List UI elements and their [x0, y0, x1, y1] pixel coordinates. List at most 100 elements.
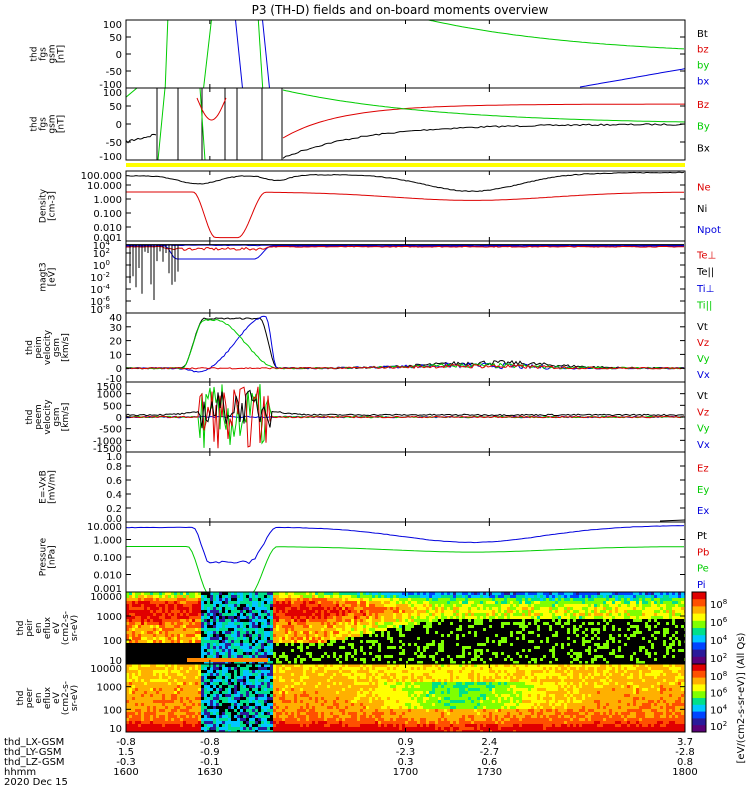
heat-cell — [573, 634, 576, 637]
heat-cell — [243, 649, 246, 652]
heat-cell — [138, 694, 141, 697]
heat-cell — [144, 643, 147, 646]
heat-cell — [477, 625, 480, 628]
heat-cell — [360, 658, 363, 661]
heat-cell — [513, 652, 516, 655]
heat-cell — [570, 613, 573, 616]
heat-cell — [663, 661, 666, 664]
heat-cell — [546, 631, 549, 634]
heat-cell — [252, 661, 255, 664]
heat-cell — [573, 646, 576, 649]
heat-cell — [231, 601, 234, 604]
y-axis-label: thd — [30, 47, 40, 62]
heat-cell — [333, 595, 336, 598]
heat-cell — [600, 616, 603, 619]
heat-cell — [234, 610, 237, 613]
heat-cell — [627, 595, 630, 598]
heat-cell — [519, 610, 522, 613]
y-tick-label: 1500 — [97, 382, 122, 393]
heat-cell — [507, 655, 510, 658]
heat-cell — [303, 613, 306, 616]
heat-cell — [282, 607, 285, 610]
heat-cell — [279, 619, 282, 622]
heat-cell — [300, 643, 303, 646]
heat-cell — [432, 643, 435, 646]
heat-cell — [132, 604, 135, 607]
heat-cell — [507, 661, 510, 664]
heat-cell — [558, 649, 561, 652]
heat-cell — [309, 616, 312, 619]
heat-cell — [138, 727, 141, 730]
heat-cell — [594, 631, 597, 634]
heat-cell — [666, 595, 669, 598]
heat-cell — [225, 598, 228, 601]
heat-cell — [552, 643, 555, 646]
heat-cell — [678, 598, 681, 601]
heat-cell — [126, 673, 129, 676]
heat-cell — [336, 652, 339, 655]
heat-cell — [132, 709, 135, 712]
heat-cell — [297, 634, 300, 637]
heat-cell — [231, 643, 234, 646]
heat-cell — [525, 655, 528, 658]
heat-cell — [603, 649, 606, 652]
heat-cell — [546, 655, 549, 658]
heat-cell — [144, 616, 147, 619]
heat-cell — [549, 652, 552, 655]
heat-cell — [453, 649, 456, 652]
heat-cell — [183, 604, 186, 607]
heat-cell — [312, 592, 315, 595]
heat-cell — [546, 649, 549, 652]
heat-cell — [300, 604, 303, 607]
heat-cell — [492, 604, 495, 607]
heat-cell — [507, 649, 510, 652]
heat-cell — [327, 634, 330, 637]
heat-cell — [516, 625, 519, 628]
heat-cell — [435, 607, 438, 610]
heat-cell — [261, 631, 264, 634]
heat-cell — [393, 607, 396, 610]
heat-cell — [156, 646, 159, 649]
heat-cell — [288, 637, 291, 640]
heat-cell — [513, 640, 516, 643]
heat-cell — [285, 652, 288, 655]
heat-cell — [303, 634, 306, 637]
heat-cell — [267, 610, 270, 613]
heat-cell — [492, 637, 495, 640]
heat-cell — [318, 622, 321, 625]
heat-cell — [174, 598, 177, 601]
heat-cell — [243, 655, 246, 658]
heat-cell — [381, 595, 384, 598]
heat-cell — [441, 634, 444, 637]
heat-cell — [618, 592, 621, 595]
heat-cell — [267, 604, 270, 607]
heat-cell — [468, 601, 471, 604]
heat-cell — [606, 640, 609, 643]
heat-cell — [243, 634, 246, 637]
heat-cell — [378, 610, 381, 613]
heat-cell — [228, 637, 231, 640]
heat-cell — [624, 616, 627, 619]
heat-cell — [597, 601, 600, 604]
heat-cell — [285, 646, 288, 649]
heat-cell — [138, 649, 141, 652]
heat-cell — [603, 658, 606, 661]
heat-cell — [159, 625, 162, 628]
heat-cell — [216, 655, 219, 658]
heat-cell — [258, 634, 261, 637]
heat-cell — [264, 631, 267, 634]
y-tick-label: 0.4 — [106, 490, 122, 501]
heat-cell — [162, 604, 165, 607]
heat-cell — [360, 613, 363, 616]
heat-cell — [669, 652, 672, 655]
heat-cell — [456, 613, 459, 616]
heat-cell — [132, 631, 135, 634]
heat-cell — [249, 625, 252, 628]
heat-cell — [456, 655, 459, 658]
heat-cell — [225, 655, 228, 658]
heat-cell — [585, 628, 588, 631]
heat-cell — [390, 661, 393, 664]
heat-cell — [480, 661, 483, 664]
heat-cell — [423, 616, 426, 619]
heat-cell — [636, 592, 639, 595]
